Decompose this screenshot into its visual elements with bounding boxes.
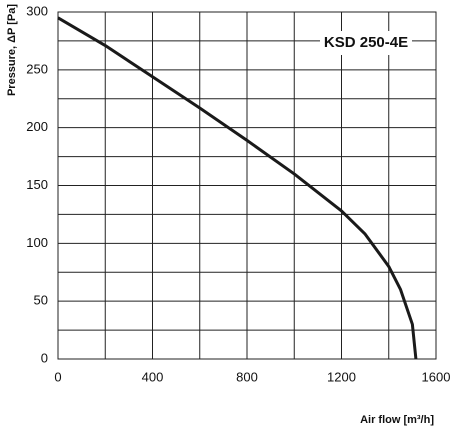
y-tick-label: 0: [41, 350, 48, 365]
x-tick-label: 0: [54, 369, 61, 384]
x-tick-label: 1200: [327, 369, 356, 384]
y-tick-label: 50: [34, 293, 48, 308]
y-axis-label: Pressure, ΔP [Pa]: [6, 4, 18, 96]
y-tick-label: 250: [26, 61, 48, 76]
y-tick-label: 150: [26, 177, 48, 192]
y-tick-label: 200: [26, 119, 48, 134]
y-tick-label: 100: [26, 235, 48, 250]
x-tick-label: 400: [142, 369, 164, 384]
annotation: KSD 250-4E: [324, 34, 408, 51]
curve: [57, 16, 418, 360]
plot-frame: [57, 11, 437, 360]
x-tick-label: 800: [236, 369, 258, 384]
y-tick-label: 300: [26, 3, 48, 18]
x-tick-label: 1600: [422, 369, 451, 384]
annotation-box: [320, 31, 412, 55]
x-axis-label: Air flow [m³/h]: [360, 414, 434, 426]
